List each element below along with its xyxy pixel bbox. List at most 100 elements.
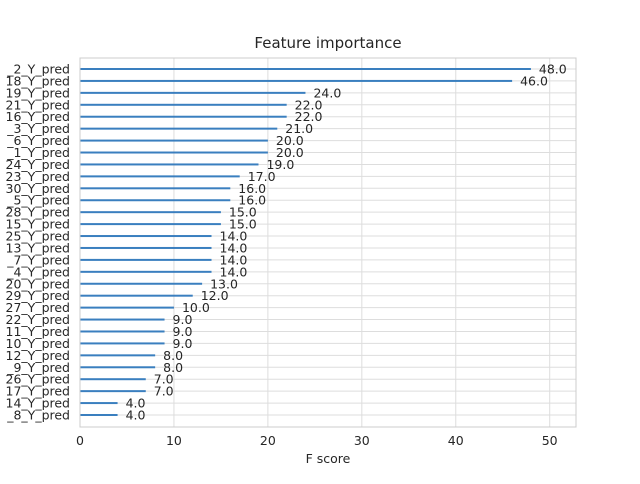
y-tick-label: 28_Y_pred — [6, 205, 70, 220]
bar-25_Y_pred — [80, 235, 212, 238]
bar-23_Y_pred — [80, 175, 240, 178]
value-label: 10.0 — [182, 300, 210, 315]
bar-22_Y_pred — [80, 318, 165, 321]
y-tick-label: 17_Y_pred — [6, 384, 70, 399]
value-label: 20.0 — [276, 133, 304, 148]
value-label: 14.0 — [220, 252, 248, 267]
value-label: 22.0 — [295, 97, 323, 112]
y-tick-label: 12_Y_pred — [6, 348, 70, 363]
bar-_2_Y_pred — [80, 68, 531, 70]
y-tick-label: _3_Y_pred — [6, 121, 70, 136]
y-tick-label: _8_Y_pred — [6, 408, 70, 423]
y-tick-label: _2_Y_pred — [6, 62, 70, 77]
bar-15_Y_pred — [80, 223, 221, 226]
y-tick-label: 29_Y_pred — [6, 288, 70, 303]
x-tick-label: 10 — [166, 433, 182, 448]
value-label: 24.0 — [313, 85, 341, 100]
value-label: 15.0 — [229, 205, 257, 220]
x-tick-label: 0 — [76, 433, 84, 448]
value-label: 16.0 — [238, 193, 266, 208]
y-tick-label: 19_Y_pred — [6, 85, 70, 100]
bar-26_Y_pred — [80, 378, 146, 381]
y-tick-label: _7_Y_pred — [6, 252, 70, 267]
y-tick-label: 30_Y_pred — [6, 181, 70, 196]
plot-frame — [79, 57, 577, 428]
value-label: 12.0 — [201, 288, 229, 303]
y-tick-label: 24_Y_pred — [6, 157, 70, 172]
value-label: 9.0 — [173, 324, 193, 339]
y-tick-label: 10_Y_pred — [6, 336, 70, 351]
value-label: 21.0 — [285, 121, 313, 136]
y-tick-label: _9_Y_pred — [6, 360, 70, 375]
y-tick-label: 26_Y_pred — [6, 372, 70, 387]
bar-28_Y_pred — [80, 211, 221, 214]
bar-21_Y_pred — [80, 103, 287, 106]
y-tick-label: _4_Y_pred — [6, 264, 70, 279]
value-label: 22.0 — [295, 109, 323, 124]
x-tick-label: 50 — [542, 433, 558, 448]
y-tick-label: 27_Y_pred — [6, 300, 70, 315]
y-tick-label: 20_Y_pred — [6, 276, 70, 291]
y-tick-label: 11_Y_pred — [6, 324, 70, 339]
value-label: 20.0 — [276, 145, 304, 160]
bar-14_Y_pred — [80, 402, 118, 405]
value-label: 17.0 — [248, 169, 276, 184]
bar-16_Y_pred — [80, 115, 287, 118]
x-axis-label: F score — [305, 451, 351, 466]
bar-_7_Y_pred — [80, 258, 212, 261]
y-tick-label: 25_Y_pred — [6, 229, 70, 244]
y-tick-label: 14_Y_pred — [6, 396, 70, 411]
value-label: 15.0 — [229, 217, 257, 232]
bar-11_Y_pred — [80, 330, 165, 333]
value-label: 14.0 — [220, 264, 248, 279]
bar-20_Y_pred — [80, 282, 203, 285]
value-label: 16.0 — [238, 181, 266, 196]
value-label: 14.0 — [220, 240, 248, 255]
y-tick-label: _6_Y_pred — [6, 133, 70, 148]
y-tick-label: 15_Y_pred — [6, 217, 70, 232]
bar-layer — [80, 68, 531, 416]
bar-29_Y_pred — [80, 294, 193, 297]
y-tick-label: 22_Y_pred — [6, 312, 70, 327]
chart-title: Feature importance — [254, 34, 402, 52]
bar-30_Y_pred — [80, 187, 231, 190]
value-label: 9.0 — [173, 336, 193, 351]
y-tick-label: 18_Y_pred — [6, 73, 70, 88]
y-tick-label: 16_Y_pred — [6, 109, 70, 124]
y-tick-label: _5_Y_pred — [6, 193, 70, 208]
value-label: 9.0 — [173, 312, 193, 327]
value-label: 4.0 — [126, 408, 146, 423]
value-label: 8.0 — [163, 348, 183, 363]
bar-_1_Y_pred — [80, 151, 268, 154]
value-label: 13.0 — [210, 276, 238, 291]
x-tick-label: 30 — [354, 433, 370, 448]
value-label: 4.0 — [126, 396, 146, 411]
bar-17_Y_pred — [80, 390, 146, 393]
y-tick-label: 21_Y_pred — [6, 97, 70, 112]
bar-10_Y_pred — [80, 342, 165, 345]
bar-24_Y_pred — [80, 163, 259, 166]
value-label: 46.0 — [520, 73, 548, 88]
bar-_6_Y_pred — [80, 139, 268, 142]
y-tick-label: _1_Y_pred — [6, 145, 70, 160]
bar-12_Y_pred — [80, 354, 156, 357]
bar-_9_Y_pred — [80, 366, 156, 369]
x-tick-label: 40 — [448, 433, 464, 448]
bar-_8_Y_pred — [80, 414, 118, 416]
value-label: 7.0 — [154, 384, 174, 399]
x-tick-label: 20 — [260, 433, 276, 448]
value-label: 8.0 — [163, 360, 183, 375]
axis-layer: 0 10 20 30 40 50_2_Y_pred18_Y_pred19_Y_pred21… — [6, 62, 558, 449]
value-label-layer: 48.046.024.022.022.021.020.020.019.017.0… — [126, 62, 567, 423]
bar-_3_Y_pred — [80, 127, 278, 130]
y-tick-label: 13_Y_pred — [6, 240, 70, 255]
bar-18_Y_pred — [80, 79, 513, 82]
bar-_5_Y_pred — [80, 199, 231, 202]
bar-27_Y_pred — [80, 306, 174, 309]
value-label: 19.0 — [266, 157, 294, 172]
y-tick-label: 23_Y_pred — [6, 169, 70, 184]
bar-13_Y_pred — [80, 246, 212, 249]
value-label: 14.0 — [220, 229, 248, 244]
